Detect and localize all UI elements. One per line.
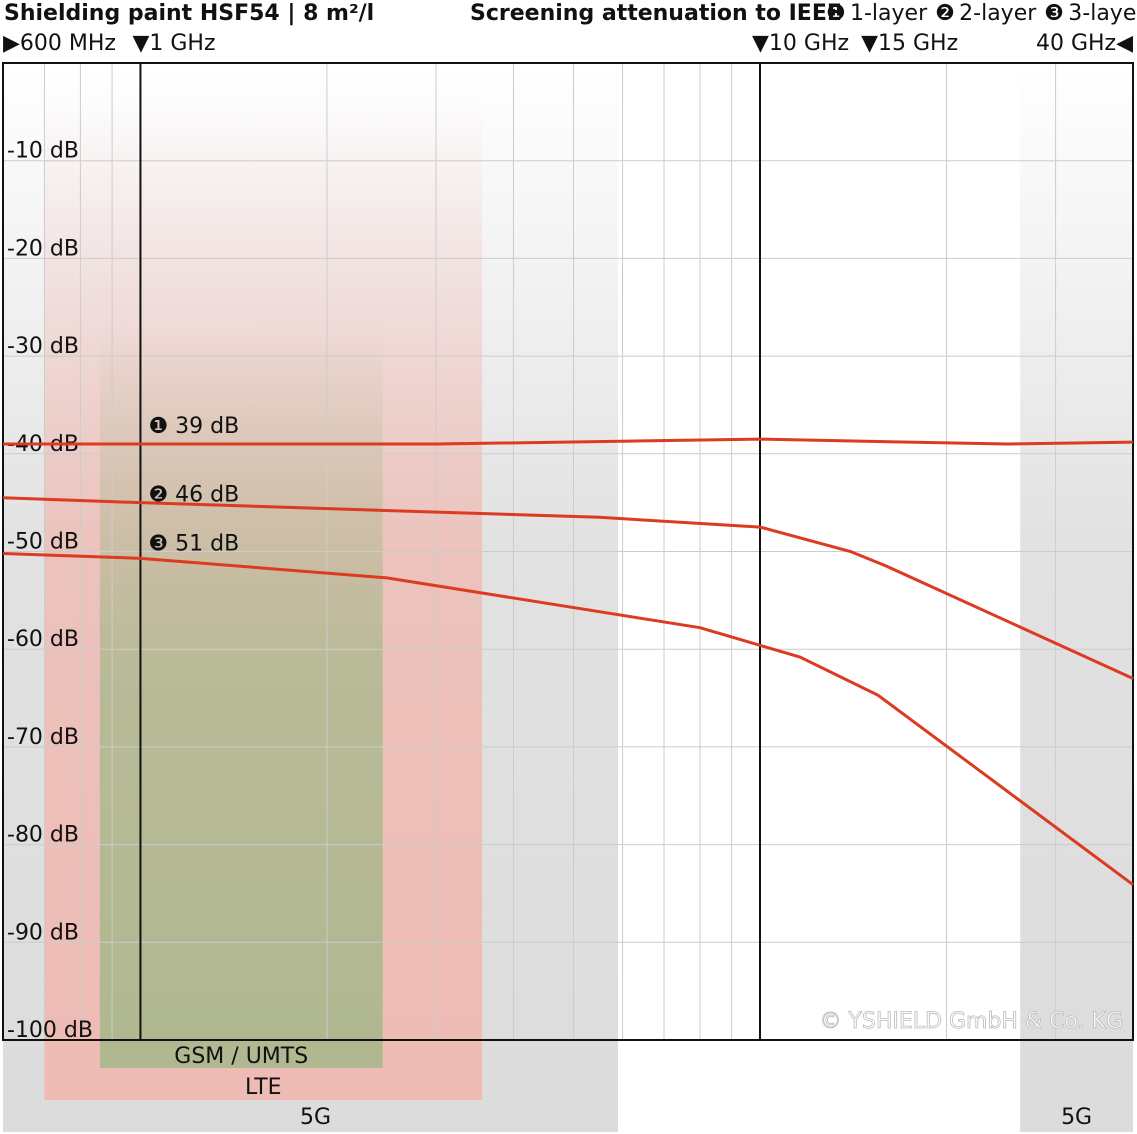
legend-label: 1-layer (850, 1, 928, 26)
frequency-marker: 40 GHz◀ (1036, 31, 1133, 56)
frequency-marker: ▼1 GHz (132, 31, 215, 56)
y-tick-label: -100 dB (7, 1018, 93, 1043)
legend-symbol: ❶ (826, 1, 846, 26)
annotation: ❶ 39 dB (148, 414, 239, 439)
frequency-marker: ▼15 GHz (861, 31, 958, 56)
band-label: LTE (245, 1075, 282, 1100)
y-tick-label: -60 dB (7, 627, 79, 652)
y-tick-label: -50 dB (7, 530, 79, 555)
y-tick-label: -20 dB (7, 236, 79, 261)
legend-label: 2-layer (959, 1, 1037, 26)
y-tick-label: -90 dB (7, 920, 79, 945)
legend-symbol: ❷ (935, 1, 955, 26)
band-label: GSM / UMTS (174, 1044, 308, 1069)
annotation: ❷ 46 dB (148, 482, 239, 507)
data-line (3, 437, 1134, 446)
frequency-band (1020, 63, 1133, 1132)
band-label: 5G (300, 1105, 331, 1130)
frequency-band (99, 330, 383, 1068)
data-line (2, 551, 1134, 886)
y-tick-label: -80 dB (7, 823, 79, 848)
chart-title: Shielding paint HSF54 | 8 m²/l (4, 1, 374, 26)
plot-frame (2, 62, 1134, 1041)
frequency-marker: ▼10 GHz (752, 31, 849, 56)
data-line (2, 496, 1134, 680)
legend-symbol: ❸ (1044, 1, 1064, 26)
frequency-marker: ▶600 MHz (3, 31, 116, 56)
annotation: ❸ 51 dB (148, 531, 239, 556)
legend: ❶1-layer ❷2-layer ❸3-layer (826, 1, 1137, 26)
y-tick-label: -30 dB (7, 334, 79, 359)
legend-label: 3-layer (1068, 1, 1137, 26)
y-tick-label: -70 dB (7, 725, 79, 750)
chart-subtitle: Screening attenuation to IEEE (470, 1, 842, 26)
band-label: 5G (1061, 1105, 1092, 1130)
copyright: © YSHIELD GmbH & Co. KG (819, 1009, 1123, 1034)
y-tick-label: -10 dB (7, 139, 79, 164)
